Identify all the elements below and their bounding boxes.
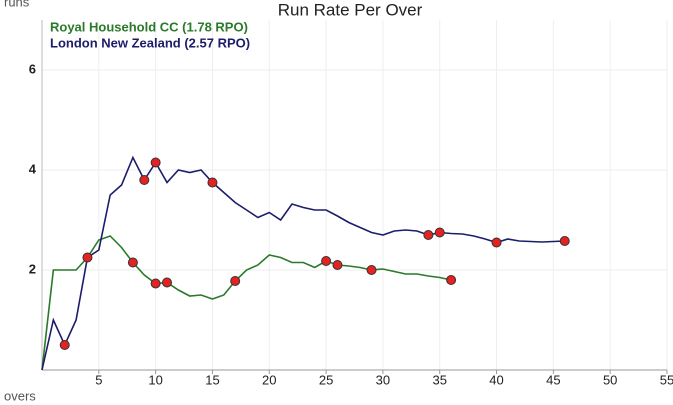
x-tick-label: 20 xyxy=(262,372,276,387)
x-tick-label: 15 xyxy=(205,372,219,387)
legend-entry: London New Zealand (2.57 RPO) xyxy=(50,35,250,50)
wicket-dot xyxy=(59,340,70,350)
wicket-dot xyxy=(230,276,241,286)
y-tick-label: 4 xyxy=(29,161,37,176)
legend-entry: Royal Household CC (1.78 RPO) xyxy=(50,19,248,34)
x-tick-label: 40 xyxy=(489,372,503,387)
x-tick-label: 55 xyxy=(660,372,673,387)
chart-title: Run Rate Per Over xyxy=(278,0,423,19)
wicket-dot xyxy=(332,260,343,270)
x-tick-label: 5 xyxy=(95,372,102,387)
wicket-dot xyxy=(207,177,218,188)
wicket-dot xyxy=(82,252,93,263)
y-tick-label: 6 xyxy=(29,61,36,76)
x-tick-label: 30 xyxy=(376,372,390,387)
wicket-dot xyxy=(321,256,332,266)
x-tick-label: 10 xyxy=(148,372,162,387)
wicket-dot xyxy=(366,265,377,275)
x-tick-label: 35 xyxy=(432,372,446,387)
series-line xyxy=(41,155,565,371)
wicket-dot xyxy=(559,236,570,246)
wicket-dot xyxy=(423,230,434,240)
wicket-dot xyxy=(491,237,502,248)
wicket-dot xyxy=(434,227,445,238)
x-tick-label: 50 xyxy=(603,372,617,387)
wicket-dot xyxy=(150,278,161,289)
wicket-dot xyxy=(150,157,161,168)
x-tick-label: 45 xyxy=(546,372,560,387)
y-tick-label: 2 xyxy=(29,261,36,276)
y-axis-label: runs xyxy=(4,0,30,9)
x-axis-label: overs xyxy=(4,388,36,403)
wicket-dot xyxy=(446,275,457,285)
wicket-dot xyxy=(162,277,172,288)
series-line xyxy=(41,235,452,371)
x-tick-label: 25 xyxy=(319,372,333,387)
wicket-dot xyxy=(139,175,150,185)
wicket-dot xyxy=(127,257,138,268)
